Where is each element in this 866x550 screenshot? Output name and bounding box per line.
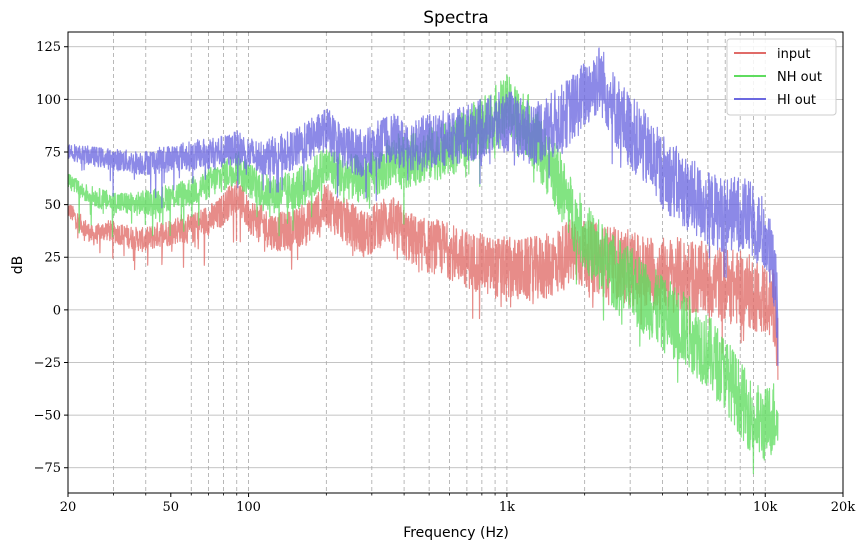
x-tick-label: 10k bbox=[753, 500, 778, 515]
legend-label: input bbox=[777, 47, 810, 62]
y-tick-label: 125 bbox=[36, 40, 61, 55]
chart-title: Spectra bbox=[423, 8, 488, 28]
legend: input NH out HI out bbox=[726, 38, 837, 116]
y-tick-label: −50 bbox=[34, 409, 61, 424]
y-axis-label: dB bbox=[10, 256, 26, 275]
x-axis-label: Frequency (Hz) bbox=[403, 525, 509, 541]
y-tick-label: 100 bbox=[36, 93, 61, 108]
x-tick-label: 50 bbox=[163, 500, 180, 515]
ticks-layer: 125 100 75 50 25 0 −25 −50 −75 20 50 100 1k 10k 20k bbox=[34, 40, 856, 515]
y-tick-label: −75 bbox=[34, 461, 61, 476]
legend-label: HI out bbox=[777, 93, 816, 108]
x-tick-label: 20k bbox=[831, 500, 856, 515]
x-tick-label: 1k bbox=[499, 500, 515, 515]
y-tick-label: 75 bbox=[44, 145, 61, 160]
legend-label: NH out bbox=[777, 70, 822, 85]
series-line-hi-out bbox=[67, 47, 779, 366]
series-layer bbox=[67, 47, 779, 475]
y-tick-label: 50 bbox=[44, 198, 61, 213]
x-tick-label: 20 bbox=[60, 500, 77, 515]
x-tick-label: 100 bbox=[236, 500, 261, 515]
legend-box bbox=[726, 38, 837, 116]
y-tick-label: 25 bbox=[44, 251, 61, 266]
plot-frame bbox=[67, 31, 844, 494]
y-tick-label: 0 bbox=[53, 303, 61, 318]
y-tick-label: −25 bbox=[34, 356, 61, 371]
